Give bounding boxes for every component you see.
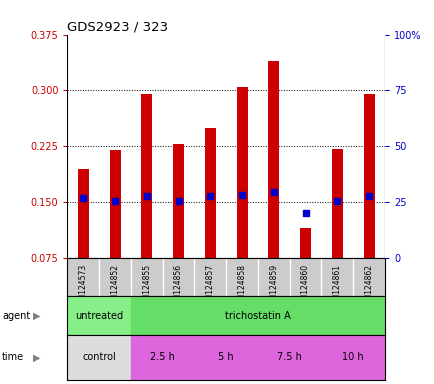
Bar (67, 335, 131, 380)
Text: GSM124573: GSM124573 (79, 264, 88, 310)
Bar (67, 296, 131, 335)
Text: GSM124852: GSM124852 (110, 264, 119, 310)
Text: agent: agent (2, 311, 30, 321)
Text: 5 h: 5 h (218, 353, 233, 362)
Bar (78, 169, 89, 258)
Text: GSM124857: GSM124857 (205, 264, 214, 310)
Text: ▶: ▶ (33, 353, 41, 362)
Bar (194, 335, 257, 380)
Text: time: time (2, 353, 24, 362)
Bar (109, 150, 120, 258)
Bar (131, 335, 194, 380)
Text: GSM124855: GSM124855 (142, 264, 151, 310)
Text: GSM124856: GSM124856 (174, 264, 183, 310)
Bar (363, 94, 374, 258)
Bar (204, 127, 215, 258)
Bar (131, 296, 384, 335)
Text: GSM124860: GSM124860 (300, 264, 309, 310)
Bar (236, 87, 247, 258)
Text: trichostatin A: trichostatin A (224, 311, 290, 321)
Text: 7.5 h: 7.5 h (276, 353, 302, 362)
Text: GSM124862: GSM124862 (364, 264, 373, 310)
Text: untreated: untreated (75, 311, 123, 321)
Text: 10 h: 10 h (342, 353, 363, 362)
Text: GSM124858: GSM124858 (237, 264, 246, 310)
Bar (331, 149, 342, 258)
Text: GSM124861: GSM124861 (332, 264, 341, 310)
Text: control: control (82, 353, 116, 362)
Text: GDS2923 / 323: GDS2923 / 323 (67, 20, 168, 33)
Text: GSM124859: GSM124859 (269, 264, 278, 310)
Bar (299, 228, 310, 258)
Bar (173, 144, 184, 258)
Bar (268, 61, 279, 258)
Bar (321, 335, 384, 380)
Bar (141, 94, 152, 258)
Text: 2.5 h: 2.5 h (150, 353, 175, 362)
Text: ▶: ▶ (33, 311, 41, 321)
Bar (257, 335, 321, 380)
